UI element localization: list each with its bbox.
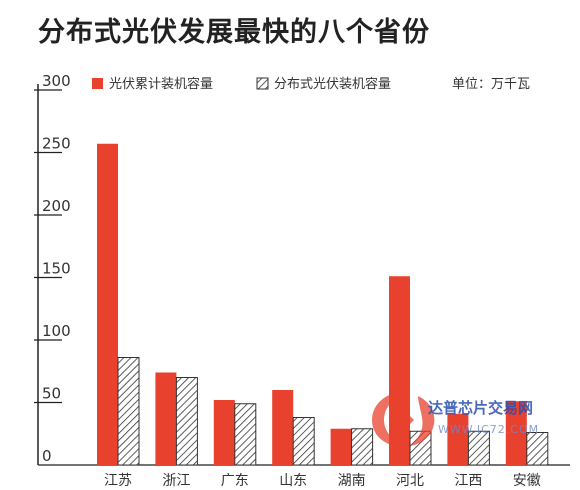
bar-distributed-3 [292,417,315,466]
bar-total-3 [272,390,294,465]
legend-label-0: 光伏累计装机容量 [109,76,213,92]
legend-swatch-0 [92,78,103,89]
x-category-label: 江苏 [104,473,132,489]
bar-distributed-0 [117,357,140,466]
bar-total-7 [505,401,527,465]
legend-swatch-1 [256,77,269,90]
y-tick-label: 0 [42,447,52,465]
y-tick-label: 200 [42,197,71,215]
watermark-url: WWW.IC72.COM [438,423,539,436]
bar-total-5 [389,276,410,465]
x-category-label: 浙江 [162,473,190,489]
chart-title: 分布式光伏发展最快的八个省份 [38,17,430,48]
x-category-label: 广东 [221,473,249,489]
bar-total-4 [330,428,352,465]
y-tick-label: 300 [42,72,71,90]
bar-distributed-4 [351,428,374,466]
y-tick-label: 50 [42,385,61,403]
x-category-label: 山东 [279,473,307,489]
x-category-label: 河北 [396,473,424,489]
bar-distributed-1 [175,377,198,466]
bar-total-2 [213,400,235,465]
watermark-text: 达普芯片交易网 [428,399,533,417]
watermark-logo-icon [372,392,435,447]
unit-label: 单位：万千瓦 [452,77,530,92]
y-tick-label: 100 [42,322,71,340]
bar-distributed-2 [234,403,257,466]
x-category-label: 江西 [454,473,482,489]
bar-total-0 [97,143,118,465]
bar-total-6 [447,413,469,465]
legend-label-1: 分布式光伏装机容量 [274,76,391,92]
bar-distributed-5 [409,430,432,466]
y-tick-label: 150 [42,260,71,278]
bar-distributed-7 [526,432,549,466]
watermark-logo-shape-mid [390,404,414,436]
x-category-label: 湖南 [338,473,366,489]
bar-total-1 [155,372,177,465]
watermark-logo-shape-right [410,396,435,446]
y-tick-label: 250 [42,135,71,153]
watermark-logo-shape-left [372,392,405,447]
x-category-label: 安徽 [513,473,541,489]
bar-distributed-6 [467,430,490,466]
